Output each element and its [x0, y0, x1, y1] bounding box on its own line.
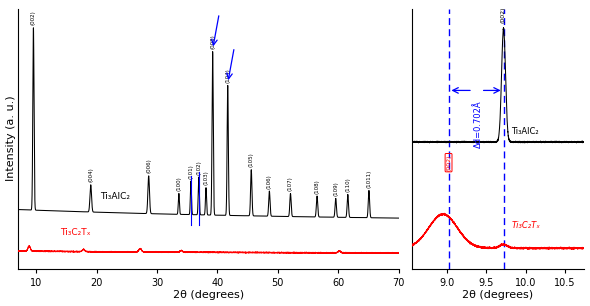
Text: Δd=0.702Å: Δd=0.702Å [474, 100, 483, 148]
X-axis label: 2θ (degrees): 2θ (degrees) [463, 290, 533, 300]
Text: Ti₃C₂Tₓ: Ti₃C₂Tₓ [61, 228, 91, 237]
Text: (104): (104) [225, 68, 230, 83]
Text: (002): (002) [446, 155, 451, 171]
Text: Ti₃C₂Tₓ: Ti₃C₂Tₓ [512, 221, 540, 230]
Text: (110): (110) [345, 177, 350, 192]
Text: Ti₃AlC₂: Ti₃AlC₂ [100, 192, 130, 201]
X-axis label: 2θ (degrees): 2θ (degrees) [173, 290, 244, 300]
Text: (103): (103) [204, 170, 208, 185]
Text: (002): (002) [31, 11, 36, 25]
Text: (108): (108) [314, 179, 320, 194]
Text: (004): (004) [88, 168, 93, 182]
Text: (101): (101) [188, 164, 194, 179]
Text: (008): (008) [210, 35, 215, 49]
Text: (100): (100) [176, 176, 181, 191]
Text: (109): (109) [333, 181, 338, 196]
Text: (106): (106) [267, 174, 272, 188]
Text: Ti₃AlC₂: Ti₃AlC₂ [512, 127, 539, 136]
Text: (002): (002) [500, 7, 505, 24]
Text: (102): (102) [196, 160, 201, 175]
Text: (107): (107) [288, 176, 293, 191]
Text: (105): (105) [249, 153, 254, 167]
Text: (1011): (1011) [366, 170, 372, 188]
Y-axis label: Intensity (a. u.): Intensity (a. u.) [5, 96, 15, 181]
Text: (006): (006) [146, 159, 151, 174]
